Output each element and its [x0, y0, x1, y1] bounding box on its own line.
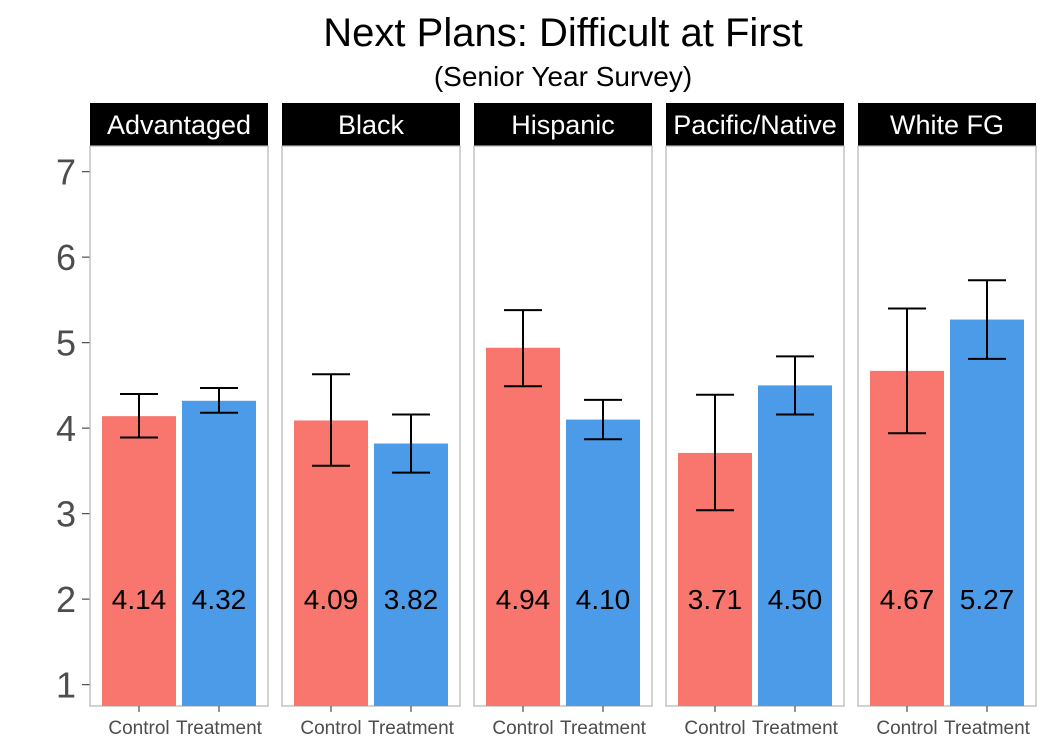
bar-treatment [566, 419, 640, 706]
error-bar [120, 392, 158, 439]
x-tick-label: Treatment [560, 718, 647, 739]
error-bar [584, 398, 622, 441]
value-label: 4.67 [880, 584, 935, 615]
y-tick-label: 5 [56, 323, 76, 364]
error-bar [504, 309, 542, 388]
error-bar [696, 393, 734, 512]
bar-control [102, 416, 176, 706]
value-label: 4.09 [304, 584, 359, 615]
y-tick-label: 1 [56, 665, 76, 706]
error-bar [200, 386, 238, 414]
bar-control [294, 420, 368, 706]
y-tick-label: 4 [56, 408, 76, 449]
facet-panel: Advantaged 4.14 Control 4.32 Treatment [89, 103, 269, 739]
x-tick-label: Treatment [176, 718, 263, 739]
facet-strip-label: Pacific/Native [673, 110, 837, 140]
y-tick-label: 6 [56, 237, 76, 278]
error-bar [776, 355, 814, 416]
value-label: 4.14 [112, 584, 167, 615]
value-label: 5.27 [960, 584, 1015, 615]
x-tick-label: Treatment [944, 718, 1031, 739]
x-tick-label: Control [492, 718, 553, 739]
bar-treatment [758, 385, 832, 706]
facet-strip [90, 103, 268, 146]
facet-strip [282, 103, 460, 146]
error-bar [888, 307, 926, 435]
bar-control [486, 347, 560, 706]
x-tick-label: Control [300, 718, 361, 739]
facet-strip-label: Black [338, 110, 405, 140]
facet-strip-label: Hispanic [511, 110, 615, 140]
error-bar [312, 373, 350, 467]
facet-strip [474, 103, 652, 146]
y-tick-label: 7 [56, 152, 76, 193]
error-bar [968, 279, 1006, 360]
bar-treatment [182, 400, 256, 706]
x-tick-label: Control [684, 718, 745, 739]
facet-strip [858, 103, 1036, 146]
error-bar [392, 413, 430, 474]
y-tick-label: 3 [56, 494, 76, 535]
x-tick-label: Treatment [752, 718, 839, 739]
facet-panels: Advantaged 4.14 Control 4.32 Treatment Black 4… [89, 103, 1037, 739]
value-label: 4.50 [768, 584, 823, 615]
chart-subtitle: (Senior Year Survey) [434, 61, 692, 92]
y-tick-label: 2 [56, 579, 76, 620]
bar-treatment [374, 443, 448, 706]
facet-panel: Black 4.09 Control 3.82 Treatment [281, 103, 461, 739]
x-tick-label: Control [108, 718, 169, 739]
bar-treatment [950, 319, 1024, 706]
facet-panel: Hispanic 4.94 Control 4.10 Treatment [473, 103, 653, 739]
facet-strip-label: White FG [890, 110, 1004, 140]
chart-title: Next Plans: Difficult at First [323, 11, 802, 55]
facet-panel: White FG 4.67 Control 5.27 Treatment [857, 103, 1037, 739]
x-tick-label: Treatment [368, 718, 455, 739]
facet-strip-label: Advantaged [107, 110, 251, 140]
value-label: 3.71 [688, 584, 743, 615]
x-tick-label: Control [876, 718, 937, 739]
value-label: 4.10 [576, 584, 631, 615]
facet-strip [666, 103, 844, 146]
value-label: 4.32 [192, 584, 247, 615]
facet-panel: Pacific/Native 3.71 Control 4.50 Treatment [665, 103, 845, 739]
value-label: 3.82 [384, 584, 439, 615]
y-axis: 1 2 3 4 5 6 7 [56, 152, 90, 706]
value-label: 4.94 [496, 584, 551, 615]
